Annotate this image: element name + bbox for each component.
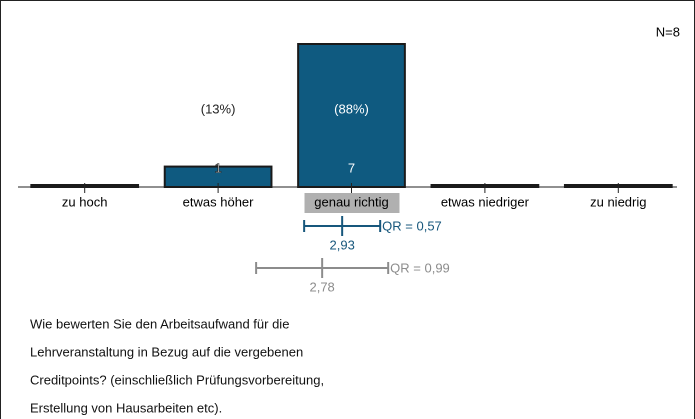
question-text: Creditpoints? (einschließlich Prüfungsvo… <box>30 372 324 387</box>
percent-label: (13%) <box>201 101 236 116</box>
question-text: Erstellung von Hausarbeiten etc). <box>30 400 222 415</box>
count-label: 1 <box>214 160 221 175</box>
question-text: Wie bewerten Sie den Arbeitsaufwand für … <box>30 316 289 331</box>
question-text: Lehrveranstaltung in Bezug auf die verge… <box>30 344 303 359</box>
x-tick-label: etwas niedriger <box>441 194 530 209</box>
x-tick-label: zu hoch <box>62 194 108 209</box>
x-tick-label: zu niedrig <box>590 194 646 209</box>
mean-label: 2,78 <box>309 279 334 294</box>
qr-label: QR = 0,99 <box>390 260 450 275</box>
percent-label: (88%) <box>334 101 369 116</box>
x-tick-label: etwas höher <box>183 194 254 209</box>
sample-size: N=8 <box>656 24 680 39</box>
bar <box>297 43 406 188</box>
qr-label: QR = 0,57 <box>382 218 442 233</box>
mean-label: 2,93 <box>330 237 355 252</box>
count-label: 7 <box>348 160 355 175</box>
x-tick-label: genau richtig <box>314 194 388 209</box>
category-highlight <box>304 193 400 213</box>
